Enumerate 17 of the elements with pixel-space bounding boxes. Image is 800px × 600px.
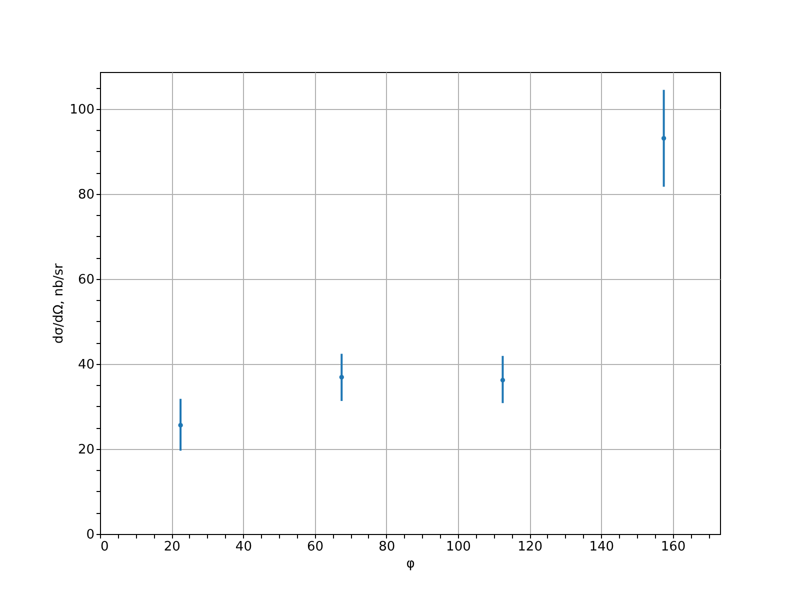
x-tick-label: 80: [378, 540, 396, 554]
x-tick-label: 100: [446, 540, 471, 554]
y-tick-label: 60: [78, 272, 94, 288]
y-tick-label: 0: [86, 528, 94, 542]
x-tick-label: 20: [164, 540, 180, 554]
x-tick-label: 0: [100, 540, 109, 554]
y-axis-title: dσ/dΩ, nb/sr: [52, 262, 67, 344]
x-tick-label: 40: [235, 540, 252, 554]
x-tick-label: 120: [518, 540, 542, 554]
x-tick-label: 60: [307, 540, 324, 554]
y-tick-label: 80: [78, 187, 94, 202]
y-tick-label: 100: [70, 102, 94, 118]
x-tick-label: 160: [660, 540, 686, 554]
x-tick-label: 140: [589, 540, 614, 554]
x-axis-title: φ: [406, 556, 415, 572]
y-tick-label: 20: [78, 442, 94, 458]
y-tick-label: 40: [78, 357, 94, 372]
